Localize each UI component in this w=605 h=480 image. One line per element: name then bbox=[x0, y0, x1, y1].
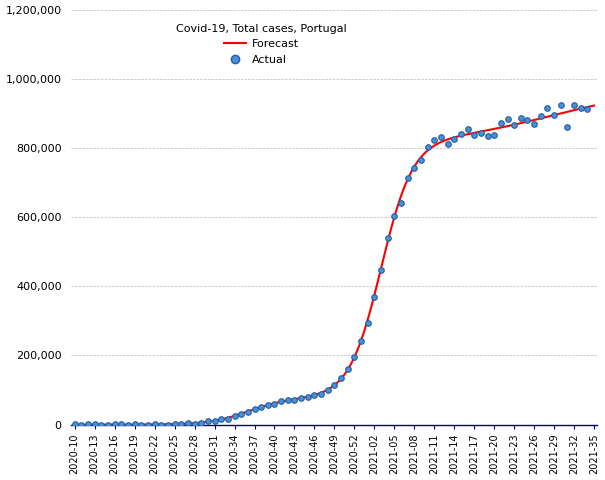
Point bbox=[103, 421, 113, 429]
Point bbox=[556, 101, 566, 108]
Point bbox=[90, 420, 100, 428]
Point bbox=[390, 212, 399, 219]
Point bbox=[190, 420, 200, 427]
Point bbox=[243, 408, 253, 416]
Point bbox=[489, 132, 499, 139]
Point bbox=[237, 410, 246, 418]
Point bbox=[290, 396, 299, 404]
Point bbox=[150, 420, 160, 428]
Point bbox=[536, 112, 546, 120]
Point bbox=[443, 140, 453, 147]
Point bbox=[143, 421, 153, 429]
Point bbox=[110, 420, 120, 428]
Point bbox=[137, 421, 146, 429]
Point bbox=[336, 374, 346, 382]
Point bbox=[330, 381, 339, 389]
Point bbox=[503, 115, 512, 123]
Point bbox=[423, 144, 433, 151]
Point bbox=[410, 165, 419, 172]
Point bbox=[223, 415, 233, 422]
Point bbox=[509, 121, 519, 129]
Point bbox=[469, 132, 479, 139]
Point bbox=[583, 105, 592, 112]
Point bbox=[516, 114, 526, 121]
Point bbox=[310, 391, 319, 399]
Point bbox=[456, 130, 466, 138]
Point bbox=[576, 104, 586, 112]
Point bbox=[463, 125, 473, 133]
Point bbox=[476, 129, 486, 136]
Point bbox=[416, 156, 426, 164]
Point bbox=[303, 394, 313, 401]
Point bbox=[83, 420, 93, 428]
Point bbox=[130, 420, 140, 428]
Point bbox=[383, 234, 393, 242]
Point bbox=[323, 386, 333, 394]
Point bbox=[157, 421, 166, 429]
Point bbox=[276, 397, 286, 405]
Point bbox=[496, 120, 506, 127]
Point bbox=[376, 266, 386, 274]
Point bbox=[403, 174, 413, 181]
Point bbox=[270, 400, 280, 408]
Point bbox=[396, 199, 406, 207]
Point bbox=[197, 420, 206, 427]
Point bbox=[356, 337, 366, 345]
Point bbox=[569, 102, 579, 109]
Point bbox=[549, 111, 559, 119]
Point bbox=[117, 420, 126, 428]
Point bbox=[363, 319, 373, 326]
Point bbox=[70, 420, 80, 428]
Point bbox=[250, 405, 260, 413]
Point bbox=[283, 396, 293, 404]
Point bbox=[483, 132, 492, 140]
Point bbox=[170, 420, 180, 428]
Point bbox=[263, 401, 273, 409]
Point bbox=[163, 421, 173, 429]
Point bbox=[523, 116, 532, 123]
Point bbox=[123, 421, 133, 429]
Point bbox=[97, 421, 106, 429]
Point bbox=[177, 420, 186, 428]
Point bbox=[217, 416, 226, 423]
Point bbox=[210, 417, 220, 425]
Point bbox=[343, 366, 353, 373]
Point bbox=[436, 133, 446, 141]
Point bbox=[296, 394, 306, 401]
Point bbox=[430, 137, 439, 144]
Point bbox=[370, 293, 379, 300]
Point bbox=[450, 135, 459, 143]
Point bbox=[543, 104, 552, 112]
Point bbox=[77, 421, 87, 429]
Point bbox=[183, 420, 193, 427]
Point bbox=[350, 353, 359, 361]
Point bbox=[257, 403, 266, 411]
Point bbox=[230, 412, 240, 420]
Point bbox=[316, 390, 326, 398]
Legend: Forecast, Actual: Forecast, Actual bbox=[172, 19, 352, 69]
Point bbox=[529, 120, 539, 127]
Point bbox=[563, 123, 572, 131]
Point bbox=[203, 417, 213, 425]
